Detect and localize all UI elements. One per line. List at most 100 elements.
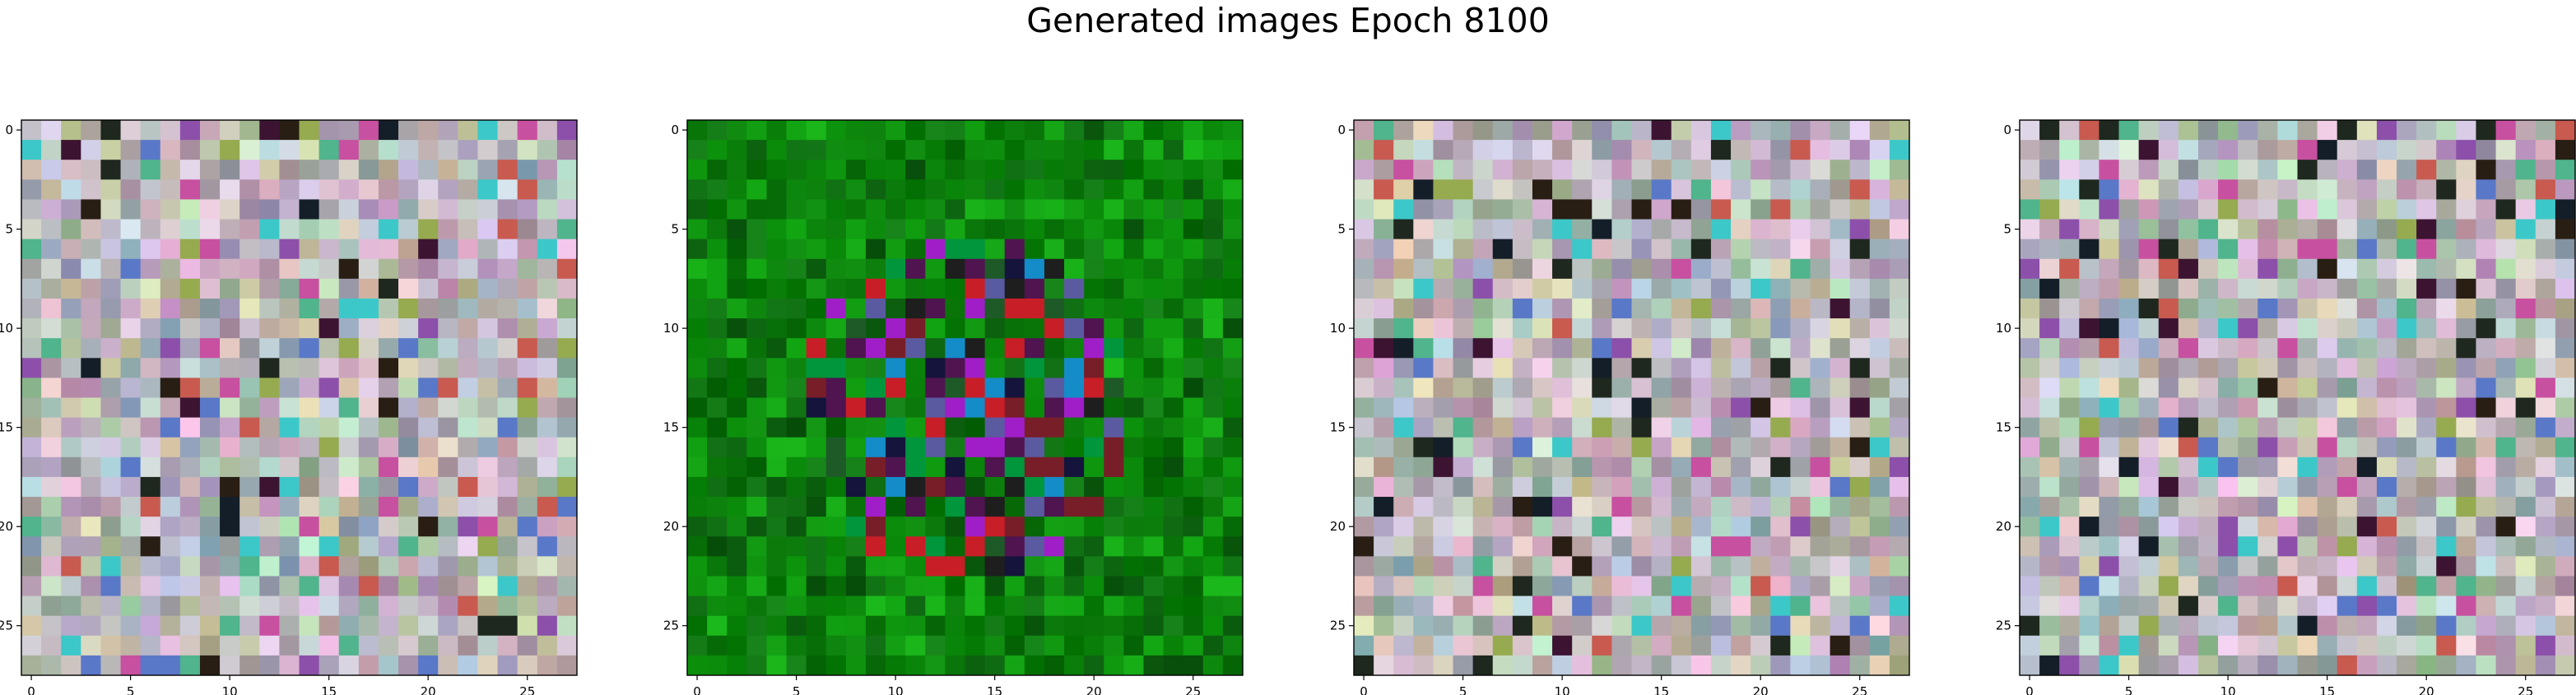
pixel-cell [2376, 397, 2397, 419]
pixel-cell [1393, 199, 1414, 220]
pixel-cell [1104, 635, 1124, 656]
pixel-cell [984, 318, 1006, 339]
pixel-cell [2099, 140, 2119, 160]
pixel-cell [1671, 517, 1692, 537]
pixel-cell [1004, 219, 1025, 240]
pixel-cell [1004, 160, 1025, 180]
pixel-cell [1810, 456, 1830, 478]
pixel-cell [2337, 140, 2358, 160]
pixel-cell [2059, 595, 2080, 617]
pixel-cell [2456, 536, 2476, 557]
pixel-cell [279, 397, 300, 419]
pixel-cell [2456, 358, 2476, 378]
pixel-cell [2118, 179, 2140, 200]
pixel-cell [1690, 397, 1712, 419]
pixel-cell [2059, 397, 2080, 419]
pixel-cell [1393, 417, 1414, 438]
pixel-cell [1163, 517, 1184, 537]
pixel-cell [746, 536, 767, 557]
pixel-cell [1532, 318, 1553, 339]
pixel-cell [179, 437, 201, 458]
pixel-cell [2416, 497, 2437, 517]
pixel-cell [1552, 397, 1573, 419]
pixel-cell [925, 219, 946, 240]
pixel-cell [1163, 179, 1184, 200]
pixel-cell [746, 219, 767, 240]
pixel-cell [1472, 338, 1494, 359]
pixel-cell [1849, 576, 1871, 596]
pixel-cell [1671, 318, 1692, 339]
pixel-cell [1374, 476, 1394, 498]
pixel-cell [1751, 160, 1771, 180]
pixel-cell [1552, 595, 1573, 617]
pixel-cell [556, 278, 578, 299]
pixel-cell [279, 160, 300, 180]
pixel-cell [358, 615, 379, 637]
pixel-cell [2257, 437, 2278, 458]
pixel-cell [1710, 120, 1732, 141]
pixel-cell [2376, 456, 2397, 478]
pixel-cell [2099, 655, 2119, 676]
pixel-cell [120, 120, 142, 141]
pixel-cell [865, 615, 886, 637]
pixel-cell [1202, 635, 1224, 656]
pixel-cell [1163, 199, 1184, 220]
pixel-cell [925, 358, 946, 378]
pixel-cell [1163, 120, 1184, 141]
pixel-cell [2356, 655, 2378, 676]
pixel-cell [2257, 476, 2278, 498]
pixel-cell [2356, 576, 2378, 596]
pixel-cell [886, 576, 906, 596]
pixel-cell [497, 378, 518, 398]
pixel-cell [2535, 358, 2556, 378]
pixel-cell [2118, 397, 2140, 419]
pixel-cell [220, 635, 240, 656]
pixel-cell [1084, 199, 1104, 220]
pixel-cell [1512, 179, 1533, 200]
pixel-cell [438, 476, 458, 498]
pixel-cell [220, 576, 240, 596]
pixel-cell [845, 378, 867, 398]
pixel-cell [2436, 536, 2457, 557]
pixel-cell [1770, 140, 1791, 160]
pixel-cell [1889, 258, 1910, 280]
pixel-cell [1671, 437, 1692, 458]
pixel-cell [140, 378, 161, 398]
pixel-cell [279, 199, 300, 220]
pixel-cell [746, 239, 767, 260]
pixel-cell [299, 378, 320, 398]
pixel-cell [477, 497, 498, 517]
pixel-cell [438, 140, 458, 160]
pixel-cell [687, 655, 708, 676]
pixel-cell [1651, 417, 1672, 438]
pixel-cell [537, 258, 558, 280]
pixel-cell [1064, 576, 1085, 596]
pixel-cell [1869, 635, 1890, 656]
pixel-cell [1123, 576, 1144, 596]
pixel-cell [1810, 378, 1830, 398]
pixel-cell [1492, 120, 1514, 141]
pixel-cell [1183, 397, 1204, 419]
pixel-cell [2297, 278, 2318, 299]
pixel-cell [786, 655, 807, 676]
pixel-cell [1810, 160, 1830, 180]
pixel-cell [1123, 397, 1144, 419]
pixel-cell [1790, 437, 1811, 458]
pixel-cell [2456, 576, 2476, 596]
pixel-cell [865, 397, 886, 419]
pixel-cell [2416, 655, 2437, 676]
pixel-cell [1592, 378, 1612, 398]
pixel-cell [458, 437, 478, 458]
pixel-cell [1532, 556, 1553, 577]
pixel-cell [1731, 358, 1751, 378]
pixel-cell [1393, 179, 1414, 200]
pixel-cell [806, 635, 827, 656]
pixel-cell [1830, 476, 1851, 498]
pixel-cell [2456, 378, 2476, 398]
pixel-cell [100, 179, 121, 200]
pixel-cell [259, 576, 280, 596]
pixel-cell [2317, 338, 2338, 359]
pixel-cell [1532, 536, 1553, 557]
pixel-cell [120, 595, 142, 617]
pixel-cell [1849, 378, 1871, 398]
